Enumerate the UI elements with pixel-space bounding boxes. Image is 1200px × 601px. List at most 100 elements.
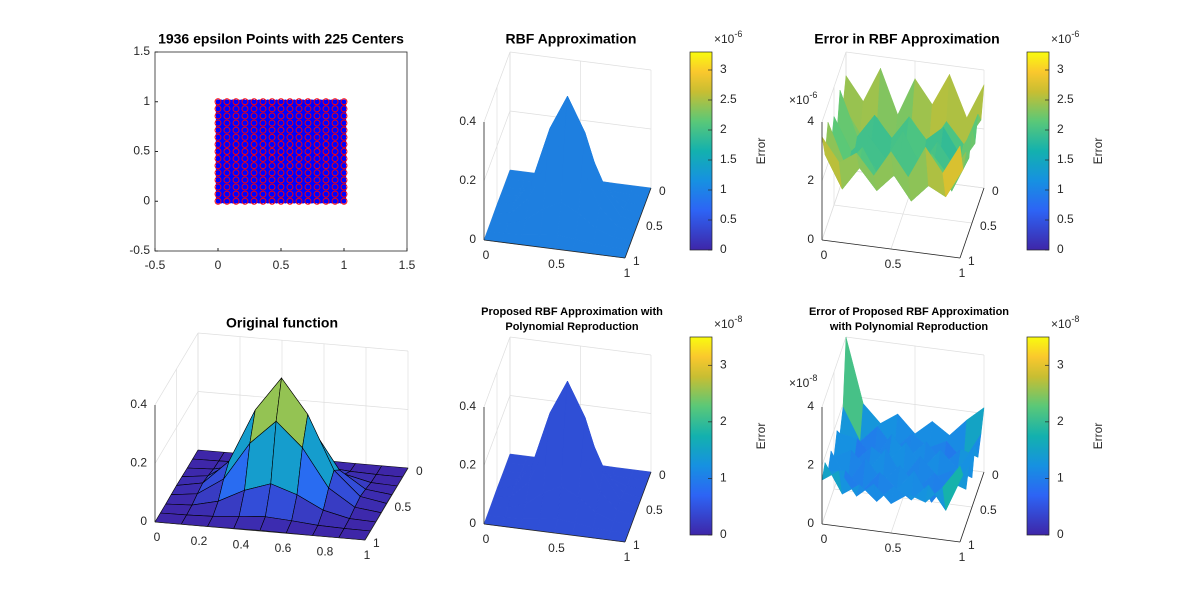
center (232, 119, 240, 127)
center (268, 197, 276, 205)
center (232, 162, 240, 170)
x-axis (154, 521, 366, 541)
surface-cell (186, 458, 220, 470)
center (304, 190, 312, 198)
colorbar-tick-label: 3 (1057, 62, 1064, 76)
center (340, 126, 348, 134)
multiplier-power: -8 (734, 314, 742, 324)
center (223, 190, 231, 198)
x-tick-label: 0.5 (548, 541, 565, 555)
x-tick-label: 0 (215, 258, 222, 272)
colorbar-tick-label: 2.5 (720, 92, 737, 106)
center (277, 155, 285, 163)
colorbar-tick-label: 2 (720, 414, 727, 428)
colorbar-label: Error (1091, 423, 1105, 450)
y-tick-label: 1 (143, 94, 150, 108)
surface-cell (942, 145, 964, 198)
center (295, 112, 303, 120)
center (268, 133, 276, 141)
grid-line (154, 332, 199, 406)
center (232, 126, 240, 134)
center (259, 133, 267, 141)
center (313, 126, 321, 134)
center (304, 183, 312, 191)
center (259, 126, 267, 134)
grid-line (509, 51, 652, 71)
center (295, 162, 303, 170)
colorbar-multiplier: ×10-8 (714, 314, 742, 331)
center (322, 169, 330, 177)
center (223, 162, 231, 170)
grid-line (483, 395, 511, 466)
x-axis (483, 523, 626, 543)
center (331, 140, 339, 148)
center (295, 105, 303, 113)
z-tick-label: 0.4 (130, 397, 147, 411)
center (286, 126, 294, 134)
center (304, 112, 312, 120)
surface-cell (503, 462, 525, 473)
center (277, 176, 285, 184)
center (286, 169, 294, 177)
center (268, 176, 276, 184)
grid-line (483, 51, 511, 123)
z-tick-label: 2 (807, 173, 814, 187)
center (313, 169, 321, 177)
center (286, 133, 294, 141)
colorbar-label: Error (1091, 138, 1105, 165)
center (286, 98, 294, 106)
center (295, 119, 303, 127)
center (214, 148, 222, 155)
x-tick-label: 1 (364, 548, 371, 562)
center (250, 155, 258, 163)
surface-cell (942, 465, 964, 511)
center (322, 155, 330, 163)
center (331, 197, 339, 205)
grid-line (845, 51, 985, 71)
y-tick-label: 0 (992, 468, 999, 482)
center (214, 169, 222, 177)
center (313, 197, 321, 205)
center (340, 112, 348, 120)
z-tick-label: 0.2 (130, 456, 147, 470)
x-tick-label: 0 (154, 530, 161, 544)
center (259, 140, 267, 148)
y-axis (959, 471, 985, 543)
center (268, 112, 276, 120)
y-tick-label: 0 (659, 468, 666, 482)
center (232, 183, 240, 191)
center (286, 183, 294, 191)
center (241, 140, 249, 148)
centers (214, 98, 348, 205)
grid-line (154, 391, 199, 464)
center (286, 190, 294, 198)
center (268, 183, 276, 191)
center (295, 140, 303, 148)
center (286, 105, 294, 113)
center (340, 119, 348, 127)
center (223, 148, 231, 155)
center (340, 169, 348, 177)
center (214, 183, 222, 191)
center (322, 190, 330, 198)
multiplier-base: ×10 (714, 317, 735, 331)
surface-cell (536, 234, 558, 249)
x-axis (483, 239, 626, 259)
center (322, 126, 330, 134)
center (241, 197, 249, 205)
center (313, 112, 321, 120)
center (277, 169, 285, 177)
center (214, 190, 222, 198)
center (340, 197, 348, 205)
x-tick-label: 0 (821, 532, 828, 546)
grid-line (821, 395, 847, 466)
center (322, 98, 330, 106)
colorbar-tick-label: 1 (720, 182, 727, 196)
center (241, 169, 249, 177)
center (241, 148, 249, 155)
center (331, 98, 339, 106)
multiplier-power: -6 (809, 90, 817, 100)
x-tick-label: 0.5 (885, 257, 902, 271)
center (295, 155, 303, 163)
